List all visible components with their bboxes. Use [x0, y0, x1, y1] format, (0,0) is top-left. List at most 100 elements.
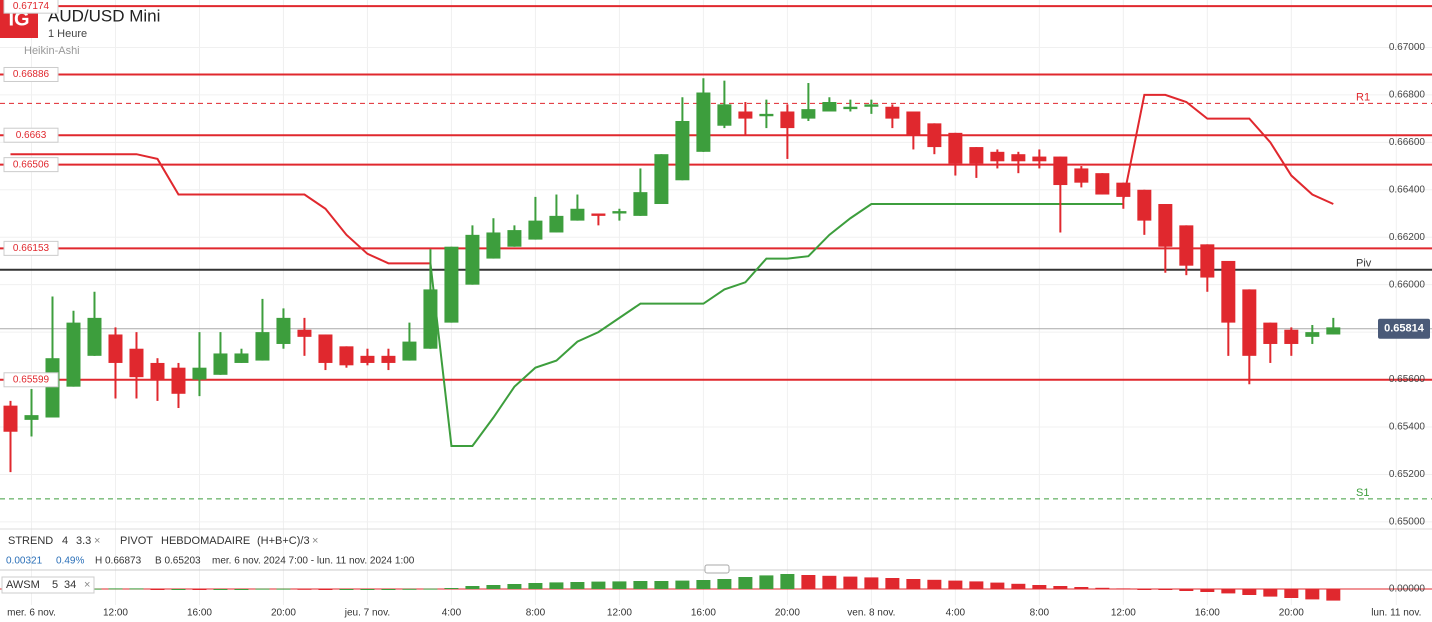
awsm-bar [822, 575, 837, 589]
candle-body [360, 355, 375, 363]
y-tick-label: 0.65400 [1389, 422, 1426, 433]
awsm-bar [234, 589, 249, 590]
x-tick-label: 16:00 [691, 608, 716, 619]
awsm-bar [297, 588, 312, 590]
level-label: 0.66153 [13, 243, 50, 254]
low: B 0.65203 [155, 556, 201, 567]
x-tick-label: mer. 6 nov. [7, 608, 56, 619]
awsm-bar [213, 589, 228, 590]
awsm-bar [1095, 587, 1110, 589]
last-price-box [1378, 318, 1430, 339]
plot-layer [0, 0, 1432, 605]
candle-body [906, 111, 921, 136]
awsm-bar [948, 580, 963, 589]
level-label-box [3, 157, 59, 173]
x-tick-label: 12:00 [1111, 608, 1136, 619]
candle-body [108, 334, 123, 363]
candle-body [549, 215, 564, 233]
level-label-box [3, 0, 59, 14]
close-button[interactable]: × [94, 535, 100, 547]
candle-body [1116, 182, 1131, 197]
x-tick-label: 8:00 [1030, 608, 1050, 619]
awsm-bar [129, 588, 144, 590]
candle-body [402, 341, 417, 361]
close-button[interactable]: × [312, 535, 318, 547]
awsm-bar [1305, 589, 1320, 600]
candle-body [1158, 204, 1173, 247]
awsm-bar [276, 588, 291, 590]
candle-body [507, 230, 522, 247]
candle-body [738, 111, 753, 119]
candle-body [528, 220, 543, 240]
candle-body [696, 92, 711, 152]
candle-body [1242, 289, 1257, 356]
awsm-bar [360, 589, 375, 590]
legend-text: STREND [8, 535, 53, 547]
awsm-bar [1158, 589, 1173, 590]
candle-body [1179, 225, 1194, 266]
candle-body [1032, 156, 1047, 162]
awsm-bar [927, 579, 942, 589]
resize-handle[interactable] [704, 564, 730, 574]
awsm-bar [1074, 587, 1089, 589]
awsm-bar [843, 576, 858, 589]
awsm-bar [1116, 588, 1131, 590]
awsm-bar [654, 581, 669, 589]
x-tick-label: 20:00 [1279, 608, 1304, 619]
awsm-bar [675, 580, 690, 589]
awsm-bar [108, 588, 123, 590]
candle-body [45, 358, 60, 418]
logo: IG [8, 8, 29, 30]
level-label-box [3, 66, 59, 82]
awsm-bar [1137, 589, 1152, 590]
y-tick-label: 0.66800 [1389, 90, 1426, 101]
candle-body [780, 111, 795, 129]
awsm-bar [423, 588, 438, 590]
pivot-label: S1 [1356, 487, 1369, 499]
close-button[interactable]: × [84, 579, 90, 591]
high: H 0.66873 [95, 556, 142, 567]
candle-body [1053, 156, 1068, 186]
candle-body [1221, 260, 1236, 323]
candle-body [864, 104, 879, 107]
awsm-bar [486, 585, 501, 589]
level-label: 0.65599 [13, 374, 50, 385]
candle-body [297, 329, 312, 337]
candle-body [150, 362, 165, 380]
awsm-bar [717, 579, 732, 589]
candle-body [570, 208, 585, 221]
candle-body [591, 213, 606, 216]
trend-line [10, 153, 431, 265]
pivot-label: Piv [1356, 258, 1372, 270]
candle-body [423, 289, 438, 349]
candle-body [1074, 168, 1089, 183]
candle-body [717, 104, 732, 126]
x-tick-label: 20:00 [271, 608, 296, 619]
awsm-bar [465, 586, 480, 589]
level-label-box [3, 372, 59, 388]
candle-body [969, 147, 984, 164]
awsm-bar [192, 589, 207, 590]
legend-text: 3.3 [76, 535, 91, 547]
level-label-box [3, 240, 59, 256]
awsm-bar [570, 582, 585, 589]
awsm-bar [591, 581, 606, 589]
x-tick-label: 12:00 [607, 608, 632, 619]
candle-body [318, 334, 333, 363]
awsm-bar [1179, 589, 1194, 591]
candle-body [612, 211, 627, 214]
awsm-bar [150, 589, 165, 590]
candle-body [948, 132, 963, 164]
x-tick-label: 16:00 [1195, 608, 1220, 619]
awsm-bar [1263, 589, 1278, 597]
x-tick-label: 4:00 [946, 608, 966, 619]
awsm-bar [1200, 589, 1215, 592]
y-tick-label: 0.66400 [1389, 184, 1426, 195]
candle-body [255, 332, 270, 361]
awsm-bar [549, 582, 564, 589]
candle-body [990, 151, 1005, 162]
awsm-bar [864, 577, 879, 589]
level-label-box [3, 127, 59, 143]
y-tick-label: 0.66200 [1389, 232, 1426, 243]
